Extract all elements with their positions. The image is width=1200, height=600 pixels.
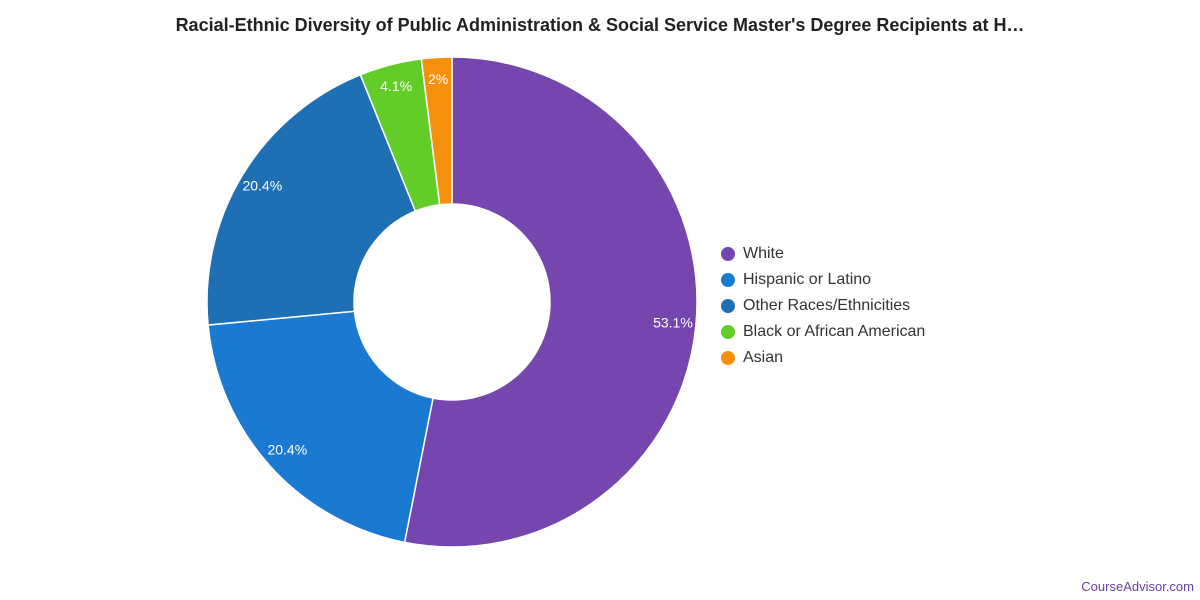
- slice-white[interactable]: [403, 56, 698, 548]
- legend-swatch: [721, 325, 735, 339]
- chart-title: Racial-Ethnic Diversity of Public Admini…: [175, 15, 1025, 35]
- slice-other-races-ethnicities[interactable]: [206, 73, 417, 326]
- slice-value-label: 4.1%: [380, 78, 412, 94]
- slice-value-label: 53.1%: [653, 314, 693, 330]
- donut-slices: [206, 56, 698, 548]
- legend-swatch: [721, 273, 735, 287]
- legend-item[interactable]: Other Races/Ethnicities: [721, 293, 925, 319]
- donut-slice-labels: 53.1% 20.4% 20.4% 4.1% 2%: [242, 71, 692, 457]
- slice-hispanic-or-latino[interactable]: [207, 310, 434, 544]
- legend-item[interactable]: Asian: [721, 345, 925, 371]
- legend-item[interactable]: Black or African American: [721, 319, 925, 345]
- source-credit[interactable]: CourseAdvisor.com: [1081, 579, 1194, 594]
- legend-swatch: [721, 247, 735, 261]
- legend-swatch: [721, 351, 735, 365]
- slice-value-label: 20.4%: [267, 442, 307, 458]
- legend-item[interactable]: Hispanic or Latino: [721, 267, 925, 293]
- slice-asian[interactable]: [420, 56, 453, 206]
- legend-label: Other Races/Ethnicities: [743, 297, 911, 314]
- legend-label: Asian: [743, 349, 784, 366]
- slice-value-label: 20.4%: [242, 177, 282, 193]
- legend-swatch: [721, 299, 735, 313]
- slice-value-label: 2%: [428, 71, 448, 87]
- chart-legend: White Hispanic or Latino Other Races/Ethni…: [721, 241, 925, 371]
- legend-label: Hispanic or Latino: [743, 271, 872, 288]
- legend-label: White: [743, 245, 784, 262]
- legend-label: Black or African American: [743, 323, 926, 340]
- legend-item[interactable]: White: [721, 241, 925, 267]
